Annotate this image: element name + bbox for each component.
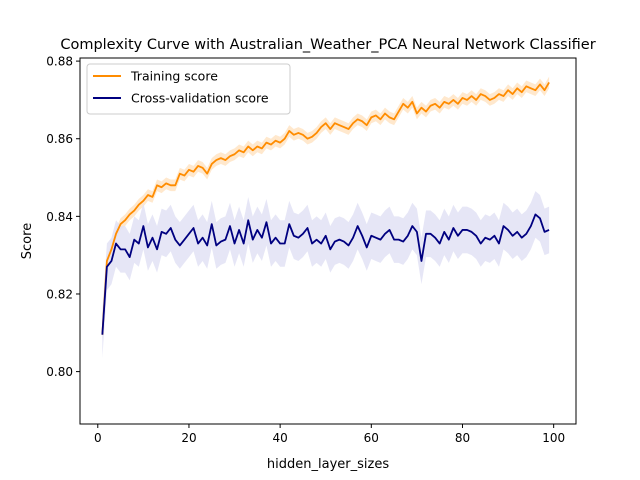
y-tick-label: 0.82: [46, 287, 73, 301]
chart-title: Complexity Curve with Australian_Weather…: [60, 37, 595, 53]
x-tick-label: 60: [364, 431, 379, 445]
y-tick-label: 0.86: [46, 132, 73, 146]
x-tick-label: 20: [181, 431, 196, 445]
y-tick-label: 0.80: [46, 365, 73, 379]
legend-label-training: Training score: [130, 69, 218, 84]
x-tick-label: 100: [542, 431, 565, 445]
series-line-cross-validation: [101, 213, 550, 335]
series-line-training: [101, 81, 550, 335]
y-axis-ticks: 0.80 0.82 0.84 0.86 0.88: [46, 55, 80, 379]
axes-frame: [79, 57, 577, 425]
legend-label-cross-validation: Cross-validation score: [131, 91, 269, 106]
legend-box: [86, 63, 291, 115]
x-axis-label: hidden_layer_sizes: [267, 457, 389, 472]
y-tick-label: 0.88: [46, 55, 73, 69]
x-axis-ticks: 0 20 40 60 80 100: [94, 424, 565, 445]
y-axis-label: Score: [20, 223, 35, 259]
x-tick-label: 80: [455, 431, 470, 445]
x-tick-label: 0: [94, 431, 102, 445]
plot-area: [101, 76, 550, 359]
legend: Training score Cross-validation score: [86, 63, 291, 115]
y-tick-label: 0.84: [46, 210, 73, 224]
x-tick-label: 40: [272, 431, 287, 445]
